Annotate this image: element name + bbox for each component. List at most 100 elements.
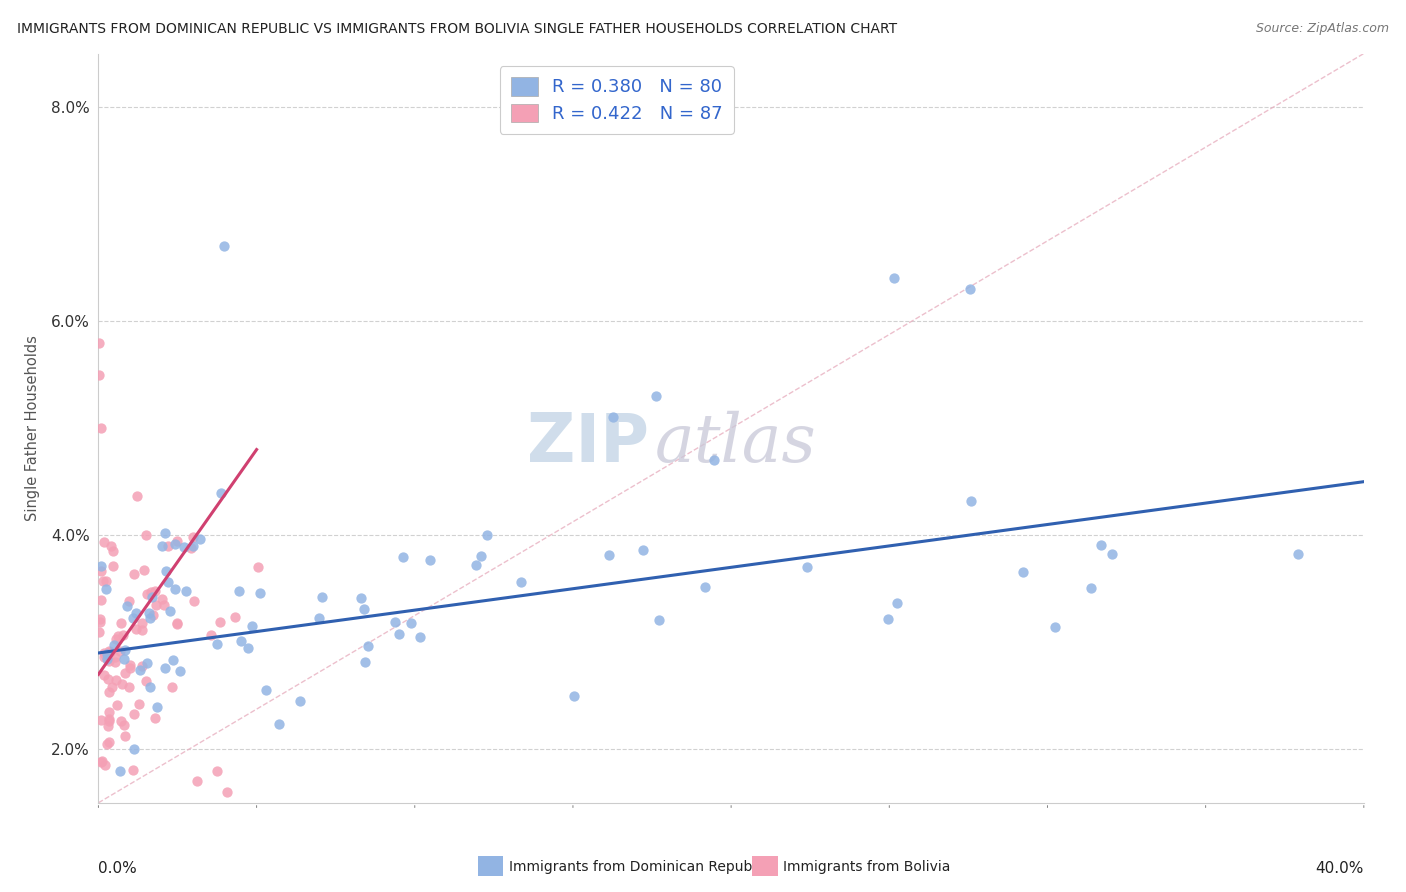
Point (311, 590, 333, 604)
Point (111, 677, 134, 691)
Point (97, 735, 120, 749)
Point (1043, 620, 1066, 634)
Point (136, 587, 159, 601)
Point (96, 647, 118, 661)
Point (145, 599, 167, 613)
Point (166, 617, 188, 632)
Point (883, 271, 905, 285)
Point (114, 729, 136, 743)
Point (135, 656, 157, 670)
Point (94, 582, 117, 596)
Point (644, 389, 666, 403)
Point (122, 742, 145, 756)
Point (465, 558, 488, 572)
Point (384, 615, 406, 629)
Point (143, 583, 166, 598)
Text: ZIP: ZIP (527, 410, 648, 476)
Point (139, 585, 162, 599)
Text: Immigrants from Bolivia: Immigrants from Bolivia (783, 860, 950, 874)
Point (180, 541, 202, 555)
Point (205, 637, 228, 651)
Point (122, 566, 145, 581)
Point (142, 608, 165, 623)
Point (200, 628, 222, 642)
Point (350, 591, 373, 605)
Point (117, 680, 139, 694)
Point (399, 616, 422, 631)
Point (388, 627, 411, 641)
Point (240, 619, 263, 633)
Point (470, 549, 492, 563)
Point (122, 707, 145, 722)
Point (110, 714, 132, 728)
Point (157, 575, 180, 590)
Point (205, 764, 228, 778)
Point (138, 606, 160, 620)
Point (475, 528, 498, 542)
Point (1286, 547, 1309, 561)
Point (236, 641, 259, 656)
Point (408, 630, 430, 644)
Point (602, 410, 624, 425)
Point (112, 652, 135, 666)
Point (91, 754, 114, 768)
Point (510, 574, 533, 589)
Point (693, 580, 716, 594)
Point (165, 537, 187, 551)
Point (648, 613, 671, 627)
Point (103, 543, 125, 558)
Point (87, 368, 110, 382)
Point (118, 657, 141, 672)
Point (103, 638, 125, 652)
Point (97, 672, 120, 686)
Point (90, 713, 112, 727)
Point (117, 599, 139, 614)
Point (131, 615, 153, 630)
Point (877, 612, 900, 626)
Point (110, 764, 132, 778)
Point (112, 628, 135, 642)
Text: Source: ZipAtlas.com: Source: ZipAtlas.com (1256, 22, 1389, 36)
Point (886, 596, 908, 610)
Legend: R = 0.380   N = 80, R = 0.422   N = 87: R = 0.380 N = 80, R = 0.422 N = 87 (499, 66, 734, 134)
Point (105, 698, 128, 712)
Point (166, 615, 188, 630)
Point (96, 737, 118, 751)
Point (97, 714, 120, 729)
Point (796, 560, 818, 574)
Point (110, 644, 132, 658)
Point (129, 664, 152, 678)
Point (169, 665, 191, 679)
Point (125, 606, 148, 620)
Point (1090, 537, 1112, 551)
Point (153, 661, 176, 675)
Point (89, 612, 111, 626)
Point (419, 553, 441, 567)
Point (90, 565, 112, 579)
Point (138, 611, 160, 625)
Point (98, 645, 121, 659)
Point (353, 656, 375, 670)
Point (159, 604, 181, 618)
Point (112, 718, 135, 732)
Point (183, 594, 205, 608)
Point (959, 282, 981, 296)
Point (141, 590, 163, 604)
Point (87, 624, 110, 639)
Point (89, 615, 111, 629)
Point (90, 421, 112, 435)
Point (353, 602, 375, 616)
Point (392, 550, 415, 565)
Text: atlas: atlas (655, 410, 817, 475)
Point (132, 563, 155, 577)
Point (215, 785, 238, 799)
Point (93, 534, 115, 549)
Point (118, 593, 141, 607)
Point (93, 646, 115, 660)
Point (357, 639, 380, 653)
Point (162, 680, 184, 694)
Point (208, 615, 231, 629)
Point (93, 650, 115, 665)
Point (162, 653, 184, 667)
Point (209, 486, 232, 500)
